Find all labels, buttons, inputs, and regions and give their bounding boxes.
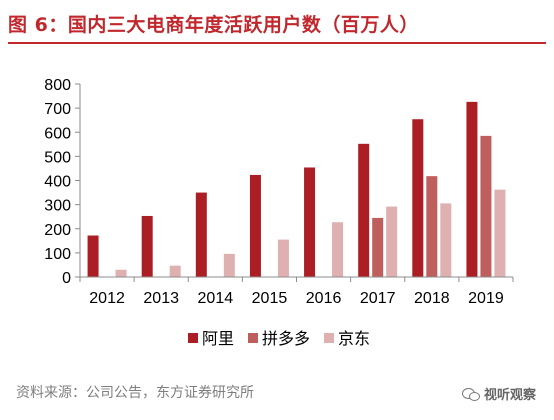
legend-label: 阿里 [202,329,234,348]
x-tick-label: 2017 [360,290,396,307]
source-note: 资料来源：公司公告，东方证券研究所 [16,385,254,401]
bar [412,119,424,277]
y-tick-label: 300 [44,198,71,215]
bar [494,189,506,277]
x-tick-label: 2014 [198,290,234,307]
watermark-text: 视听观察 [484,388,537,403]
y-tick-label: 700 [44,101,71,118]
bar [358,143,370,277]
y-tick-label: 400 [44,174,71,191]
y-tick-label: 800 [44,77,71,94]
watermark: 视听观察 [462,384,536,403]
bar [304,167,316,277]
bar [372,217,384,277]
bar [115,269,127,277]
x-tick-label: 2019 [468,290,504,307]
y-tick-label: 0 [62,270,71,287]
bar [249,174,261,277]
bar [426,176,438,277]
bar [440,203,452,277]
y-tick-label: 600 [44,125,71,142]
bar [87,235,99,277]
legend-swatch [248,333,258,343]
legend-swatch [188,333,198,343]
x-tick-label: 2015 [252,290,288,307]
x-tick-label: 2012 [89,290,125,307]
legend-swatch [324,333,334,343]
bar [480,135,492,277]
bar [332,222,344,277]
bar [141,215,153,277]
x-tick-label: 2016 [306,290,342,307]
bar [223,253,235,277]
bar-chart: 0 100 200 300 400 500 600 700 800 2012 2013 2014 201… [44,77,514,348]
legend-label: 京东 [338,329,370,348]
title-divider [8,42,546,44]
bar [195,192,207,277]
figure-title: 图 6：国内三大电商年度活跃用户数（百万人） [8,14,419,36]
x-tick-label: 2013 [143,290,179,307]
y-tick-label: 200 [44,222,71,239]
x-tick-label: 2018 [414,290,450,307]
wechat-icon [462,387,480,401]
y-tick-label: 500 [44,149,71,166]
bar [169,265,181,277]
y-tick-label: 100 [44,246,71,263]
legend-label: 拼多多 [262,329,310,348]
bar [386,206,398,277]
bar [466,101,478,277]
bar [277,239,289,277]
